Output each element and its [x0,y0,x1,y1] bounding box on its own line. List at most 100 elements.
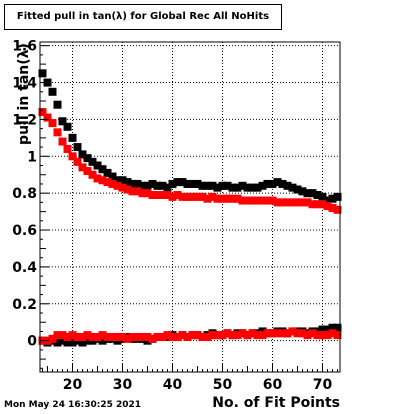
data-point [168,179,177,188]
data-point [123,178,132,187]
y-tick-label: 1.4 [12,76,37,92]
data-point [313,331,322,340]
data-point [233,331,242,340]
data-point [283,181,292,190]
data-point [273,178,282,187]
data-point [198,332,207,341]
data-point [328,203,337,212]
data-point [163,183,172,192]
data-point [83,167,92,176]
data-point [228,331,237,340]
data-point [233,194,242,203]
data-point [213,183,222,192]
data-point [288,183,297,192]
data-point [308,329,317,338]
x-tick-label: 70 [313,377,333,393]
data-point [78,163,87,172]
data-point [238,181,247,190]
data-point [68,152,77,161]
data-point [78,338,87,347]
data-point [103,178,112,187]
data-point [38,108,47,117]
data-point [53,128,62,137]
data-point [143,189,152,198]
data-point [213,194,222,203]
x-tick-label: 60 [263,377,283,393]
data-point [193,179,202,188]
data-point [228,183,237,192]
data-point [308,189,317,198]
data-point [298,329,307,338]
data-point [73,143,82,152]
data-point [203,181,212,190]
data-point [133,179,142,188]
data-point [148,179,157,188]
data-point [333,323,342,332]
data-point [323,202,332,211]
data-point [318,200,327,209]
data-point [193,331,202,340]
data-point [198,192,207,201]
data-point [188,179,197,188]
data-point [68,338,77,347]
y-tick-label: 0.6 [12,223,37,239]
data-point [53,100,62,109]
data-point [158,332,167,341]
data-point [103,332,112,341]
data-point [333,192,342,201]
data-point [128,179,137,188]
data-point [183,332,192,341]
data-point [173,332,182,341]
data-point [93,161,102,170]
data-point [48,119,57,128]
data-point [283,329,292,338]
data-point [63,338,72,347]
x-tick-label: 20 [63,377,83,393]
data-point [73,332,82,341]
data-point [303,189,312,198]
data-point [263,179,272,188]
data-point [183,192,192,201]
data-point [333,205,342,214]
data-point [313,200,322,209]
data-point [223,329,232,338]
data-point [318,192,327,201]
data-point [313,191,322,200]
data-point [83,331,92,340]
data-point [298,198,307,207]
data-point [68,331,77,340]
data-point [288,198,297,207]
y-tick-label: 1.6 [12,39,37,55]
data-point [303,331,312,340]
data-point [153,191,162,200]
data-point [238,196,247,205]
data-point [178,331,187,340]
data-point [213,331,222,340]
data-point [98,176,107,185]
data-point [243,331,252,340]
data-point [193,192,202,201]
data-point [153,181,162,190]
data-point [48,334,57,343]
data-point [63,122,72,131]
data-point [323,331,332,340]
data-point [233,183,242,192]
x-tick-label: 30 [113,377,133,393]
plot-frame-background [40,42,340,372]
data-point [148,191,157,200]
data-point [158,181,167,190]
data-point [268,179,277,188]
data-point [128,332,137,341]
data-point [133,332,142,341]
data-point [208,331,217,340]
gridlines [40,42,340,372]
data-point [323,196,332,205]
data-point [83,154,92,163]
data-point [138,332,147,341]
data-point [283,198,292,207]
data-point [218,194,227,203]
data-point [98,331,107,340]
x-tick-label: 50 [213,377,233,393]
y-axis-label: pull in tan(λ) [16,43,32,145]
